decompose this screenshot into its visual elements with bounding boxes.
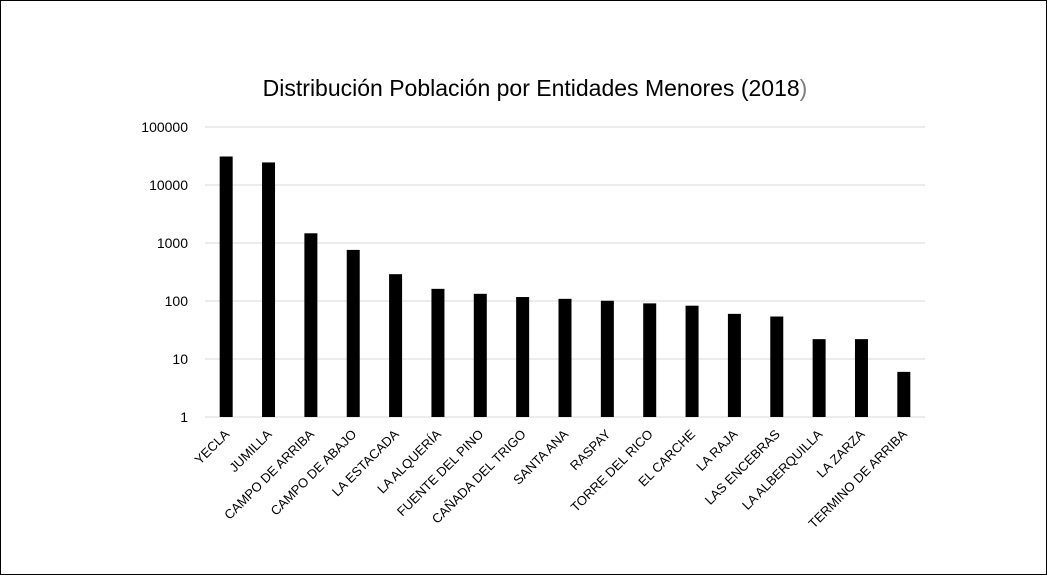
chart-title-main: Distribución Población por Entidades Men… bbox=[263, 75, 800, 101]
y-tick-label: 1000 bbox=[157, 235, 188, 251]
bar bbox=[643, 303, 657, 417]
bar bbox=[854, 339, 868, 417]
bar bbox=[262, 162, 276, 417]
bar bbox=[685, 305, 699, 417]
bar bbox=[516, 297, 530, 417]
bar bbox=[558, 298, 572, 417]
bar bbox=[600, 300, 614, 417]
bars bbox=[219, 156, 911, 417]
bar bbox=[770, 316, 784, 417]
y-tick-label: 1 bbox=[180, 409, 188, 425]
bar bbox=[727, 313, 741, 417]
bar bbox=[473, 293, 487, 417]
bar bbox=[389, 274, 403, 417]
bar bbox=[304, 233, 318, 417]
y-axis-ticks: 1 10 100 1000 10000 100000 bbox=[141, 119, 188, 425]
bar bbox=[897, 371, 911, 417]
chart-title: Distribución Población por Entidades Men… bbox=[263, 75, 808, 101]
bar bbox=[812, 339, 826, 417]
y-tick-label: 10000 bbox=[149, 177, 188, 193]
bar bbox=[431, 288, 445, 417]
chart-title-close-paren: ) bbox=[800, 75, 808, 101]
x-tick-label: YECLA bbox=[192, 426, 233, 467]
bar bbox=[219, 156, 233, 417]
x-tick-label: LAS ENCEBRAS bbox=[702, 426, 783, 507]
y-tick-label: 10 bbox=[172, 351, 188, 367]
bar bbox=[346, 249, 360, 417]
x-tick-label: LA ALBERQUILLA bbox=[739, 426, 825, 512]
y-tick-label: 100 bbox=[165, 293, 189, 309]
y-tick-label: 100000 bbox=[141, 119, 188, 135]
